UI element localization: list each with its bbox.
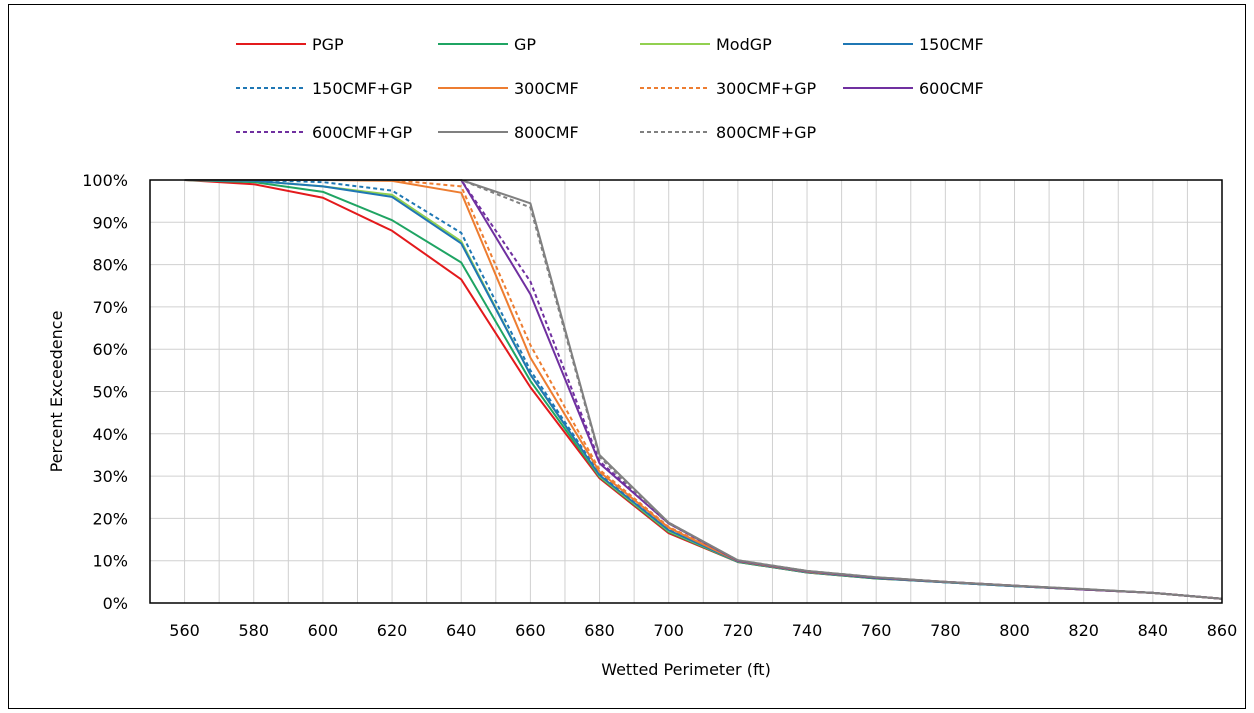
x-tick-label: 620 bbox=[377, 621, 408, 640]
x-tick-label: 800 bbox=[999, 621, 1030, 640]
x-tick-label: 560 bbox=[169, 621, 200, 640]
y-tick-label: 60% bbox=[92, 340, 128, 359]
y-tick-label: 10% bbox=[92, 552, 128, 571]
plot-area-border bbox=[149, 179, 1223, 604]
x-tick-label: 660 bbox=[515, 621, 546, 640]
legend-label: PGP bbox=[312, 35, 344, 54]
legend-label: 600CMF+GP bbox=[312, 123, 413, 142]
x-tick-label: 820 bbox=[1068, 621, 1099, 640]
y-tick-label: 50% bbox=[92, 383, 128, 402]
x-tick-label: 840 bbox=[1138, 621, 1169, 640]
legend-label: 300CMF+GP bbox=[716, 79, 817, 98]
y-tick-label: 100% bbox=[82, 171, 128, 190]
x-tick-label: 740 bbox=[792, 621, 823, 640]
y-tick-label: 80% bbox=[92, 256, 128, 275]
legend-label: ModGP bbox=[716, 35, 772, 54]
legend-label: 150CMF+GP bbox=[312, 79, 413, 98]
y-tick-label: 30% bbox=[92, 467, 128, 486]
y-tick-labels: 0% 10% 20% 30% 40% 50% 60% 70% 80% 90% 100% bbox=[82, 171, 128, 613]
x-axis-title: Wetted Perimeter (ft) bbox=[601, 660, 771, 679]
x-tick-label: 600 bbox=[308, 621, 339, 640]
y-axis-title: Percent Exceedence bbox=[47, 311, 66, 473]
x-tick-label: 780 bbox=[930, 621, 961, 640]
legend-label: 600CMF bbox=[919, 79, 984, 98]
x-tick-labels: 560 580 600 620 640 660 680 700 720 740 760 780 800 8… bbox=[169, 621, 1237, 640]
x-tick-label: 700 bbox=[653, 621, 684, 640]
legend-label: GP bbox=[514, 35, 536, 54]
x-tick-label: 640 bbox=[446, 621, 477, 640]
x-tick-label: 860 bbox=[1207, 621, 1238, 640]
chart-frame bbox=[8, 4, 1246, 709]
series-lines bbox=[184, 179, 1223, 600]
legend-label: 150CMF bbox=[919, 35, 984, 54]
legend: PGP GP ModGP 150CMF 150CMF+GP 300CMF 300CMF+GP… bbox=[236, 35, 984, 142]
x-tick-label: 760 bbox=[861, 621, 892, 640]
legend-label: 800CMF+GP bbox=[716, 123, 817, 142]
x-tick-label: 720 bbox=[723, 621, 754, 640]
legend-label: 800CMF bbox=[514, 123, 579, 142]
x-tick-label: 580 bbox=[238, 621, 269, 640]
series-line-800cmf-gp bbox=[184, 179, 1223, 600]
x-tick-label: 680 bbox=[584, 621, 615, 640]
y-tick-label: 0% bbox=[103, 594, 128, 613]
legend-label: 300CMF bbox=[514, 79, 579, 98]
y-tick-label: 90% bbox=[92, 213, 128, 232]
y-tick-label: 20% bbox=[92, 509, 128, 528]
y-tick-label: 70% bbox=[92, 298, 128, 317]
y-tick-label: 40% bbox=[92, 425, 128, 444]
